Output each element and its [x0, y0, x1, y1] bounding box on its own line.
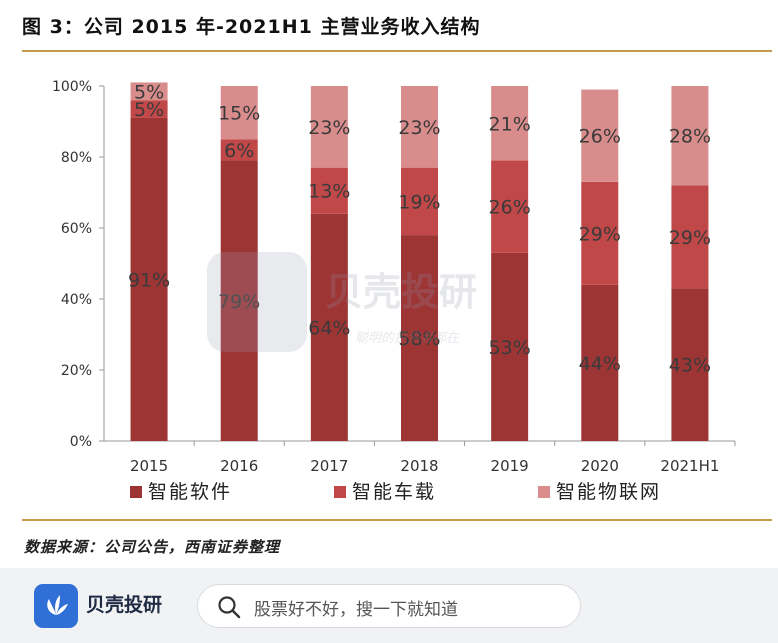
data-label: 29%: [579, 223, 621, 245]
bar-segment: [491, 86, 529, 161]
bar-segment: [401, 235, 438, 441]
data-label: 64%: [308, 317, 350, 339]
bar-segment: [220, 139, 258, 161]
data-label: 44%: [579, 353, 621, 375]
legend-swatch: [538, 486, 550, 498]
y-tick-label: 80%: [61, 150, 92, 166]
x-tick-label: 2021H1: [660, 457, 719, 475]
search-placeholder: 股票好不好，搜一下就知道: [254, 600, 458, 620]
bar-segment: [310, 213, 348, 441]
stacked-bar-chart: 0% 20% 40% 60% 80% 100% 91% 5%5% 2015 79% 6% 15% 201…: [52, 79, 736, 503]
data-label: 5%: [134, 81, 164, 103]
legend-label: 智能物联网: [556, 481, 661, 503]
bar-segment: [130, 100, 168, 118]
x-tick-label: 2016: [220, 457, 258, 475]
data-label: 23%: [308, 117, 350, 139]
data-label: 5%: [134, 99, 164, 121]
data-label: 58%: [398, 328, 440, 350]
data-label: 79%: [218, 291, 260, 313]
bar-segment: [220, 86, 258, 140]
bar-segment: [581, 284, 619, 441]
bar-segment: [491, 160, 529, 253]
brand-logo-icon[interactable]: [34, 584, 78, 628]
search-icon: [218, 596, 241, 619]
data-label: 23%: [398, 117, 440, 139]
data-label: 53%: [489, 337, 531, 359]
x-tick-label: 2015: [130, 457, 168, 475]
bar-segment: [310, 167, 348, 214]
legend-label: 智能软件: [148, 481, 232, 503]
data-label: 26%: [489, 197, 531, 219]
title-divider: [22, 50, 772, 52]
bar-segment: [401, 167, 438, 236]
bar-segment: [310, 86, 348, 168]
legend-swatch: [334, 486, 346, 498]
bar-segment: [401, 86, 438, 168]
data-label: 21%: [489, 113, 531, 135]
brand-name[interactable]: 贝壳投研: [86, 594, 163, 616]
data-label: 91%: [128, 269, 170, 291]
bar-segment: [491, 252, 529, 441]
bar-segment: [671, 185, 709, 289]
y-tick-label: 0%: [70, 434, 92, 450]
data-label: 19%: [398, 191, 440, 213]
bar-segment: [130, 117, 168, 441]
search-input[interactable]: 股票好不好，搜一下就知道: [197, 584, 581, 628]
bar-segment: [130, 82, 168, 101]
bar-segment: [581, 89, 619, 182]
bar-segment: [581, 181, 619, 285]
y-tick-label: 100%: [52, 79, 92, 95]
x-tick-label: 2017: [310, 457, 348, 475]
source-note: 数据来源：公司公告，西南证券整理: [24, 538, 281, 556]
legend-label: 智能车载: [352, 481, 436, 503]
data-label: 26%: [579, 126, 621, 148]
data-label: 43%: [669, 355, 711, 377]
x-tick-label: 2019: [491, 457, 529, 475]
data-label: 15%: [218, 103, 260, 125]
x-tick-label: 2020: [581, 457, 619, 475]
figure-title: 图 3：公司 2015 年-2021H1 主营业务收入结构: [22, 16, 481, 38]
bar-segment: [220, 160, 258, 442]
data-label: 6%: [224, 140, 254, 162]
data-label: 28%: [669, 126, 711, 148]
source-divider: [22, 519, 772, 521]
y-tick-label: 40%: [61, 292, 92, 308]
x-tick-label: 2018: [400, 457, 438, 475]
bar-segment: [671, 288, 709, 441]
y-tick-label: 20%: [61, 363, 92, 379]
data-label: 29%: [669, 227, 711, 249]
data-label: 13%: [308, 181, 350, 203]
bar-segment: [671, 86, 709, 186]
legend-swatch: [130, 486, 142, 498]
y-tick-label: 60%: [61, 221, 92, 237]
